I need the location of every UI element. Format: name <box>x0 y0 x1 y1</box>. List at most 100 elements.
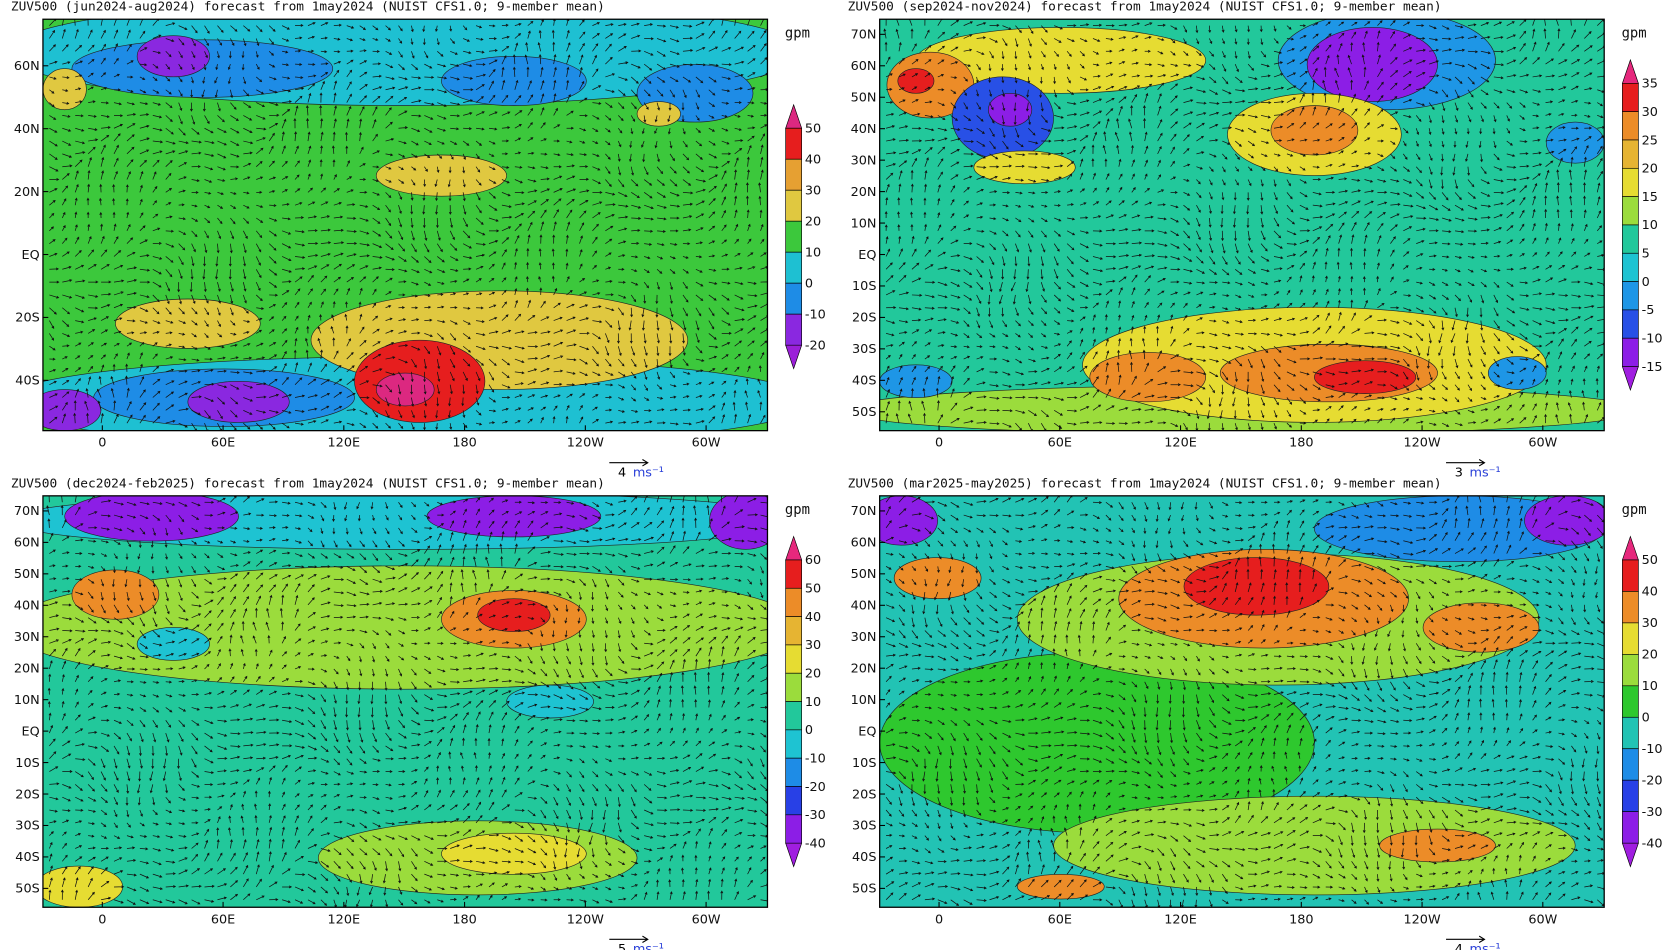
colorbar-segment <box>1622 83 1639 112</box>
x-tick-label: 180 <box>1289 436 1313 451</box>
contour-region <box>636 101 681 127</box>
y-tick-label: 60N <box>851 536 877 551</box>
unit-label: gpm <box>1622 502 1647 518</box>
colorbar-label: 30 <box>1642 105 1658 120</box>
colorbar-segment <box>785 701 802 731</box>
y-tick-label: 20S <box>852 311 876 326</box>
contour-region <box>1183 557 1330 616</box>
wind-vectors <box>883 19 1605 431</box>
colorbar-label: 40 <box>805 152 821 167</box>
contour-region <box>709 495 768 550</box>
y-tick-label: 30N <box>851 153 877 168</box>
colorbar-segment <box>785 672 802 702</box>
colorbar-label: -30 <box>805 808 826 823</box>
reference-vector <box>1446 935 1486 943</box>
y-tick-label: 50S <box>15 882 39 897</box>
colorbar-segment <box>785 786 802 816</box>
y-tick-label: 30S <box>852 819 876 834</box>
y-tick-label: 20S <box>15 787 39 802</box>
colorbar-label: -15 <box>1642 360 1663 375</box>
colorbar-segment <box>1622 748 1639 781</box>
y-tick-label: 60N <box>851 59 877 74</box>
y-tick-label: 30N <box>851 630 877 645</box>
map-frame <box>879 495 1605 908</box>
colorbar-label: 40 <box>1642 585 1658 600</box>
y-tick-label: 20S <box>852 787 876 802</box>
colorbar-label: -5 <box>1642 303 1655 318</box>
colorbar-bottom <box>1621 842 1639 868</box>
colorbar-label: 30 <box>805 183 821 198</box>
contour-region <box>1314 360 1417 394</box>
contour-region <box>1422 602 1540 653</box>
colorbar-label: -40 <box>805 836 826 851</box>
y-tick-label: 50S <box>852 882 876 897</box>
colorbar-segment <box>785 189 802 222</box>
y-tick-label: EQ <box>22 724 40 739</box>
colorbar-label: 30 <box>1642 616 1658 631</box>
reference-unit: ms⁻¹ <box>633 942 664 950</box>
colorbar-label: 50 <box>1642 553 1658 568</box>
x-tick-label: 60E <box>211 912 235 927</box>
y-tick-label: 30S <box>852 342 876 357</box>
unit-label: gpm <box>1622 25 1647 41</box>
y-tick-label: 50N <box>14 567 40 582</box>
colorbar-segment <box>785 587 802 617</box>
x-tick-label: 120W <box>1403 436 1440 451</box>
colorbar-label: 20 <box>1642 162 1658 177</box>
y-tick-label: 40S <box>852 850 876 865</box>
colorbar-label: 50 <box>805 122 821 137</box>
colorbar-segment <box>785 220 802 253</box>
y-tick-label: 10N <box>851 693 877 708</box>
contour-region <box>375 154 507 197</box>
colorbar-label: 25 <box>1642 133 1658 148</box>
colorbar-label: 20 <box>805 667 821 682</box>
wind-vectors <box>49 19 768 431</box>
colorbar-label: -10 <box>805 751 826 766</box>
colorbar-label: 20 <box>1642 648 1658 663</box>
y-tick-label: 20N <box>14 185 40 200</box>
colorbar-label: -20 <box>805 338 826 353</box>
colorbar-segment <box>785 729 802 759</box>
y-tick-label: 20N <box>851 661 877 676</box>
reference-value: 3 <box>1455 466 1463 481</box>
y-tick-label: 20N <box>851 185 877 200</box>
contour-region <box>1017 874 1105 900</box>
colorbar-segment <box>785 282 802 315</box>
panel: ZUV500 (jun2024-aug2024) forecast from 1… <box>11 0 826 481</box>
colorbar-segment <box>785 559 802 589</box>
contour-region <box>879 495 938 546</box>
colorbar-label: 10 <box>1642 218 1658 233</box>
contour-region <box>42 68 87 111</box>
colorbar-top <box>785 103 803 129</box>
map-field <box>879 495 1605 908</box>
panel: ZUV500 (dec2024-feb2025) forecast from 1… <box>11 476 826 950</box>
colorbar-top <box>785 535 803 561</box>
contour-region <box>187 380 290 423</box>
colorbar-segment <box>1622 196 1639 226</box>
y-tick-label: 30N <box>14 630 40 645</box>
contour-region <box>441 55 587 106</box>
contour-region <box>973 150 1076 185</box>
y-tick-label: 40S <box>852 374 876 389</box>
panel-title: ZUV500 (dec2024-feb2025) forecast from 1… <box>11 476 605 491</box>
colorbar-label: -30 <box>1642 805 1663 820</box>
map-field <box>879 19 1605 431</box>
colorbar-segment <box>785 814 802 844</box>
reference-unit: ms⁻¹ <box>633 466 664 481</box>
contour-region <box>1270 105 1359 156</box>
contour-region <box>879 364 953 399</box>
map-frame <box>42 18 769 432</box>
y-tick-label: 60N <box>14 536 40 551</box>
colorbar-segment <box>1622 139 1639 169</box>
colorbar-segment <box>1622 167 1639 197</box>
contour-region <box>42 565 768 690</box>
y-tick-label: 20S <box>15 311 39 326</box>
contour-region <box>1524 495 1605 546</box>
colorbar-segment <box>785 313 802 346</box>
y-tick-label: 60N <box>14 59 40 74</box>
colorbar-label: -10 <box>1642 331 1663 346</box>
y-tick-label: 50N <box>851 567 877 582</box>
colorbar-segment <box>1622 111 1639 141</box>
